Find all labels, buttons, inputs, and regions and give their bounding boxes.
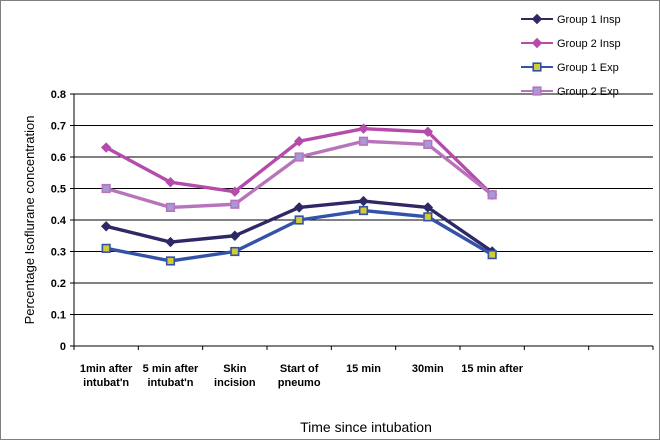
point-group-2-insp-0 xyxy=(100,142,112,153)
point-group-1-insp-0 xyxy=(100,221,112,232)
point-group-1-insp-5 xyxy=(422,202,434,213)
point-group-2-exp-5 xyxy=(423,139,433,150)
point-group-2-exp-legend xyxy=(532,86,542,96)
gridlines xyxy=(74,93,653,315)
x-tick-label-pneumo: pneumo xyxy=(278,377,321,389)
x-tick-label-5-min-after: 5 min after xyxy=(143,363,199,375)
x-tick-label-intubat-n: intubat'n xyxy=(83,377,129,389)
y-tick-label-0-8: 0.8 xyxy=(51,89,66,101)
y-axis-title: Percentage Isoflurane concentration xyxy=(22,116,37,325)
legend-item-group-2-insp: Group 2 Insp xyxy=(521,37,621,50)
y-tick-label-0-6: 0.6 xyxy=(51,152,66,164)
series-group-2-insp xyxy=(100,123,498,201)
x-tick-label-15-min: 15 min xyxy=(346,363,381,375)
y-tick-label-0-1: 0.1 xyxy=(51,310,66,322)
point-group-1-exp-4 xyxy=(358,205,369,216)
y-tick-label-0-7: 0.7 xyxy=(51,121,66,133)
x-tick-labels: 1min after intubat'n 5 min after intubat'n S… xyxy=(80,363,524,389)
legend-item-group-1-insp: Group 1 Insp xyxy=(521,13,621,26)
legend-label-group-1-insp: Group 1 Insp xyxy=(557,14,621,26)
line-group-2-exp xyxy=(105,139,494,210)
series-group-1-insp xyxy=(100,195,498,257)
y-tick-label-0-2: 0.2 xyxy=(51,278,66,290)
x-tick-label-skin: Skin xyxy=(223,363,247,375)
y-tick-labels: 0 0.1 0.2 0.3 0.4 0.5 0.6 0.7 0.8 xyxy=(51,89,67,353)
point-group-2-exp-3 xyxy=(294,152,304,162)
point-group-2-exp-6 xyxy=(487,190,497,200)
series-lines xyxy=(100,123,498,266)
point-group-1-insp-legend xyxy=(531,13,543,25)
x-tick-label-30min: 30min xyxy=(412,363,444,375)
point-group-2-insp-1 xyxy=(165,176,176,188)
y-tick-label-0-4: 0.4 xyxy=(51,215,67,227)
point-group-1-exp-3 xyxy=(294,215,304,225)
point-group-1-exp-2 xyxy=(230,246,240,257)
point-group-1-exp-0 xyxy=(101,243,111,253)
point-group-1-insp-3 xyxy=(293,202,305,213)
series-group-1-exp xyxy=(101,205,497,266)
point-group-2-insp-legend xyxy=(531,37,543,49)
legend: Group 1 Insp Group 2 Insp Group 1 Exp Group… xyxy=(521,13,621,98)
x-tick-label-incision: incision xyxy=(214,377,256,389)
axes xyxy=(70,93,654,350)
x-tick-label-1min-after: 1min after xyxy=(80,363,133,375)
legend-label-group-2-insp: Group 2 Insp xyxy=(557,38,621,50)
point-group-2-insp-4 xyxy=(358,123,369,134)
point-group-2-exp-0 xyxy=(101,183,111,194)
legend-item-group-2-exp: Group 2 Exp xyxy=(521,86,619,98)
point-group-2-exp-1 xyxy=(165,202,176,213)
point-group-2-insp-2 xyxy=(229,186,241,197)
point-group-1-exp-1 xyxy=(165,256,176,266)
x-tick-label-start-of: Start of xyxy=(280,363,319,375)
point-group-2-exp-4 xyxy=(358,136,369,146)
y-tick-label-0-3: 0.3 xyxy=(51,247,66,259)
point-group-1-insp-1 xyxy=(165,236,176,248)
point-group-1-exp-legend xyxy=(532,62,542,72)
legend-label-group-2-exp: Group 2 Exp xyxy=(557,86,619,98)
point-group-1-exp-6 xyxy=(487,250,497,260)
point-group-2-exp-2 xyxy=(230,199,240,209)
point-group-1-insp-4 xyxy=(358,195,369,207)
x-tick-label-intubat-n: intubat'n xyxy=(148,377,194,389)
point-group-1-exp-5 xyxy=(423,212,433,222)
legend-label-group-1-exp: Group 1 Exp xyxy=(557,62,619,74)
series-group-2-exp xyxy=(101,136,497,213)
legend-item-group-1-exp: Group 1 Exp xyxy=(521,62,619,74)
point-group-2-insp-5 xyxy=(422,126,434,138)
x-tick-label-15-min-after: 15 min after xyxy=(461,363,523,375)
point-group-1-insp-2 xyxy=(229,230,241,241)
x-axis-title: Time since intubation xyxy=(300,419,432,435)
y-tick-label-0: 0 xyxy=(60,341,66,353)
y-tick-label-0-5: 0.5 xyxy=(51,184,66,196)
point-group-2-insp-3 xyxy=(293,136,305,147)
